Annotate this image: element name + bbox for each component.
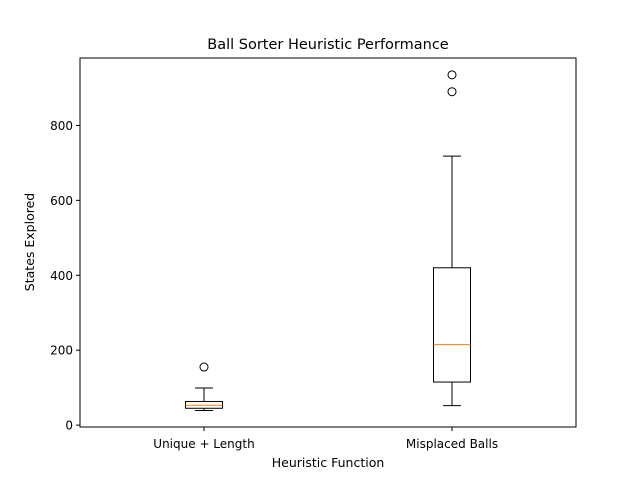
chart-title: Ball Sorter Heuristic Performance	[207, 37, 449, 53]
y-axis-label: States Explored	[22, 193, 37, 291]
outlier-point	[199, 362, 209, 372]
iqr-box	[433, 267, 471, 383]
x-axis-label: Heuristic Function	[272, 455, 385, 470]
y-tick-label: 200	[50, 344, 73, 358]
x-tick-label: Unique + Length	[153, 437, 254, 451]
box-group	[433, 70, 471, 407]
y-tick-label: 800	[50, 119, 73, 133]
outlier-point	[447, 87, 457, 97]
x-tick-label: Misplaced Balls	[406, 437, 498, 451]
y-tick-label: 400	[50, 269, 73, 283]
plot-area: 0 200 400 600 800 Unique + Length Misplaced Ba…	[50, 70, 498, 451]
axes-frame	[79, 57, 577, 428]
y-tick-label: 600	[50, 194, 73, 208]
y-tick-label: 0	[65, 419, 73, 433]
outlier-point	[447, 70, 457, 80]
box-group	[185, 362, 223, 412]
